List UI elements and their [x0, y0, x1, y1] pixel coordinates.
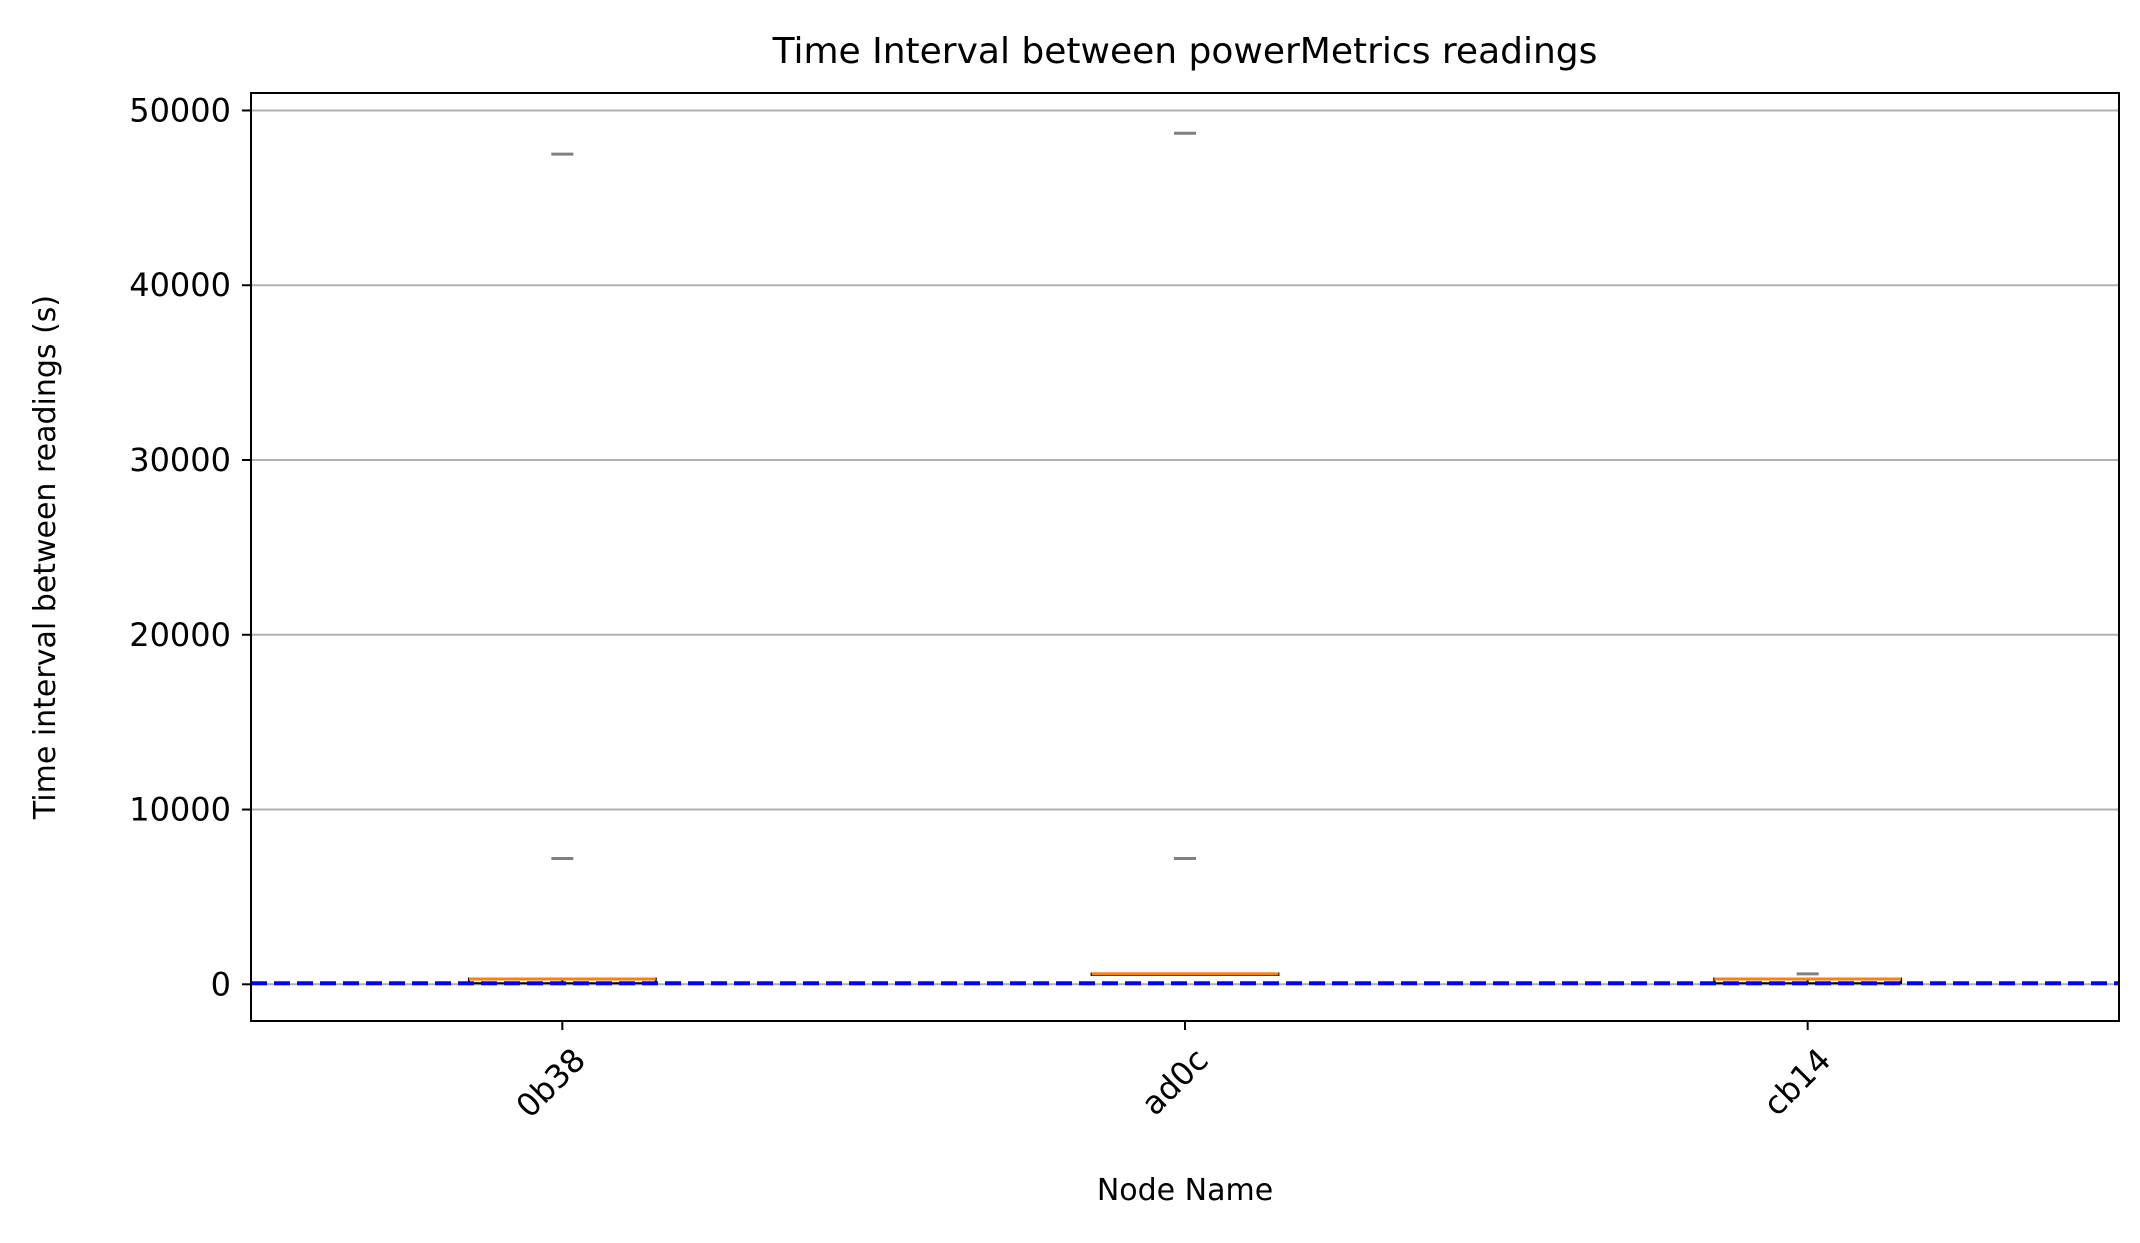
x-axis-label: Node Name [1097, 1173, 1273, 1208]
y-tick-label: 10000 [129, 791, 231, 829]
x-tick-label: 0b38 [509, 1041, 593, 1125]
y-tick-label: 50000 [129, 91, 231, 129]
grid-lines [251, 109, 2119, 986]
y-tick-label: 30000 [129, 441, 231, 479]
x-tick-label: ad0c [1134, 1041, 1216, 1123]
y-tick-label: 20000 [129, 616, 231, 654]
outliers-layer [551, 131, 1819, 976]
y-tick-label: 40000 [129, 266, 231, 304]
plot-area-frame [250, 92, 2120, 1022]
y-axis-label: Time interval between readings (s) [28, 295, 63, 820]
y-tick-label: 0 [211, 965, 231, 1003]
x-tick-label: cb14 [1756, 1041, 1838, 1123]
chart-title: Time Interval between powerMetrics readi… [772, 31, 1598, 72]
axes-layer: 0 10000 20000 30000 40000 50000 0b38 ad0c cb14 [129, 91, 1838, 1125]
